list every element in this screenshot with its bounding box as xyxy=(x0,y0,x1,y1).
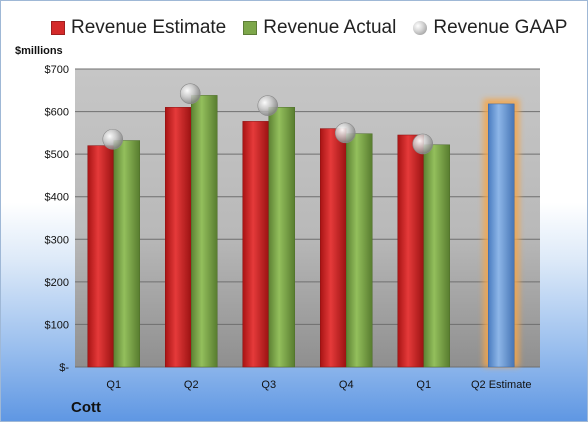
bar-revenue-actual xyxy=(423,144,450,368)
y-tick-label: $300 xyxy=(45,234,69,246)
x-tick-label: Q1 xyxy=(106,379,121,391)
y-tick-label: $100 xyxy=(45,319,69,331)
point-revenue-gaap xyxy=(102,128,124,150)
legend-item-revenue-estimate: Revenue Estimate xyxy=(51,17,226,39)
legend-label: Revenue GAAP xyxy=(433,17,568,38)
point-revenue-gaap xyxy=(334,122,356,144)
legend-item-revenue-gaap: Revenue GAAP xyxy=(413,17,567,39)
legend-label: Revenue Estimate xyxy=(71,17,227,38)
x-tick-label: Q1 xyxy=(416,379,431,391)
x-tick-label: Q2 xyxy=(184,379,199,391)
bar-revenue-estimate xyxy=(397,134,424,368)
plot-area xyxy=(75,69,540,367)
bar-revenue-estimate xyxy=(320,128,347,368)
green-square-icon xyxy=(243,21,258,35)
gray-sphere-icon xyxy=(413,21,428,35)
bar-revenue-actual xyxy=(113,140,140,368)
legend-item-revenue-actual: Revenue Actual xyxy=(243,17,396,39)
bar-revenue-actual xyxy=(346,133,373,368)
bar-revenue-estimate xyxy=(242,121,269,368)
red-square-icon xyxy=(51,21,65,35)
y-tick-label: $200 xyxy=(45,277,69,289)
x-tick-label: Q3 xyxy=(261,379,276,391)
x-tick-label: Q2 Estimate xyxy=(471,379,532,391)
x-tick-label: Q4 xyxy=(339,379,354,391)
bar-revenue-estimate xyxy=(165,107,192,368)
bar-revenue-actual xyxy=(191,95,218,368)
point-revenue-gaap xyxy=(257,95,279,116)
y-tick-label: $500 xyxy=(45,149,69,161)
point-revenue-gaap xyxy=(412,133,434,155)
y-tick-label: $- xyxy=(59,362,69,374)
point-revenue-gaap xyxy=(179,83,201,104)
legend-label: Revenue Actual xyxy=(263,17,397,38)
bar-revenue-actual xyxy=(268,107,295,368)
bar-revenue-estimate xyxy=(488,103,515,368)
y-tick-label: $600 xyxy=(45,107,69,119)
y-tick-label: $700 xyxy=(45,64,69,76)
company-name: Cott xyxy=(71,399,101,416)
y-tick-label: $400 xyxy=(45,192,69,204)
bar-revenue-estimate xyxy=(87,145,114,368)
y-axis-units-label: $millions xyxy=(15,45,63,57)
chart-legend: Revenue Estimate Revenue Actual Revenue … xyxy=(51,17,584,39)
